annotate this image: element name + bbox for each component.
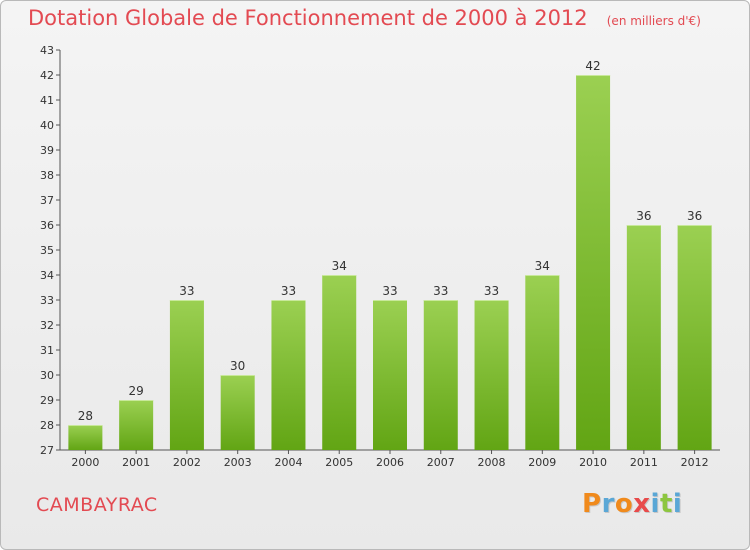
commune-name: CAMBAYRAC	[36, 494, 158, 516]
x-tick-label: 2006	[376, 456, 404, 469]
bar-2010	[576, 75, 611, 450]
y-tick-label: 40	[40, 119, 54, 132]
data-label: 29	[129, 384, 144, 398]
y-tick-label: 41	[40, 94, 54, 107]
bars	[68, 75, 712, 450]
x-tick-label: 2004	[274, 456, 302, 469]
bar-2009	[525, 275, 560, 450]
data-label: 42	[585, 59, 600, 73]
brand-letter: t	[659, 489, 673, 519]
data-label: 36	[636, 209, 651, 223]
brand-letter: P	[582, 489, 602, 519]
brand-letter: o	[614, 489, 634, 519]
brand-letter: r	[601, 489, 615, 519]
y-tick-label: 43	[40, 44, 54, 57]
data-label: 33	[433, 284, 448, 298]
x-tick-label: 2008	[478, 456, 506, 469]
data-label: 34	[535, 259, 550, 273]
bar-2004	[271, 300, 306, 450]
y-tick-label: 42	[40, 69, 54, 82]
bar-2002	[169, 300, 204, 450]
data-label: 33	[179, 284, 194, 298]
bar-2008	[474, 300, 509, 450]
x-tick-label: 2001	[122, 456, 150, 469]
x-tick-label: 2012	[681, 456, 709, 469]
x-tick-label: 2011	[630, 456, 658, 469]
y-tick-label: 33	[40, 294, 54, 307]
x-tick-label: 2003	[224, 456, 252, 469]
y-tick-label: 39	[40, 144, 54, 157]
bar-2011	[626, 225, 661, 450]
data-label: 36	[687, 209, 702, 223]
x-tick-label: 2007	[427, 456, 455, 469]
x-tick-label: 2009	[528, 456, 556, 469]
y-tick-label: 34	[40, 269, 54, 282]
y-tick-label: 36	[40, 219, 54, 232]
y-tick-label: 27	[40, 444, 54, 457]
chart-title: Dotation Globale de Fonctionnement de 20…	[28, 6, 588, 30]
x-tick-label: 2005	[325, 456, 353, 469]
bar-2007	[423, 300, 458, 450]
data-label: 33	[382, 284, 397, 298]
x-tick-label: 2000	[71, 456, 99, 469]
y-tick-label: 32	[40, 319, 54, 332]
data-label: 34	[332, 259, 347, 273]
y-tick-label: 35	[40, 244, 54, 257]
y-tick-label: 37	[40, 194, 54, 207]
brand-letter: i	[650, 489, 660, 519]
bar-2000	[68, 425, 103, 450]
y-tick-label: 38	[40, 169, 54, 182]
bar-2006	[373, 300, 407, 450]
x-tick-label: 2010	[579, 456, 607, 469]
bar-2012	[677, 225, 712, 450]
data-label: 33	[484, 284, 499, 298]
title-row: Dotation Globale de Fonctionnement de 20…	[28, 6, 701, 30]
y-tick-label: 28	[40, 419, 54, 432]
y-tick-label: 29	[40, 394, 54, 407]
chart-unit: (en milliers d'€)	[606, 14, 701, 28]
bar-2005	[322, 275, 357, 450]
bar-2003	[220, 375, 255, 450]
bar-2001	[119, 400, 154, 450]
y-tick-label: 31	[40, 344, 54, 357]
y-tick-label: 30	[40, 369, 54, 382]
brand-letter: x	[633, 489, 651, 519]
x-tick-label: 2002	[173, 456, 201, 469]
data-label: 30	[230, 359, 245, 373]
proxiti-logo[interactable]: Proxiti	[582, 489, 682, 519]
brand-letter: i	[672, 489, 683, 519]
data-label: 33	[281, 284, 296, 298]
data-label: 28	[78, 409, 93, 423]
data-labels: 28 29 33 30 33 34 33 33 33 34 42 36 36	[78, 59, 703, 423]
